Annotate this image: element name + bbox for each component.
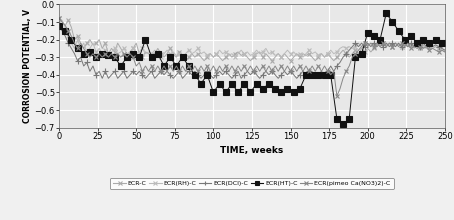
X-axis label: TIME, weeks: TIME, weeks (220, 146, 284, 155)
Y-axis label: CORROSION POTENTIAL, V: CORROSION POTENTIAL, V (23, 9, 32, 123)
Legend: ECR-C, ECR(RH)-C, ECR(DCl)-C, ECR(HT)-C, ECR(pimeo Ca(NO3)2)-C: ECR-C, ECR(RH)-C, ECR(DCl)-C, ECR(HT)-C,… (110, 178, 394, 189)
